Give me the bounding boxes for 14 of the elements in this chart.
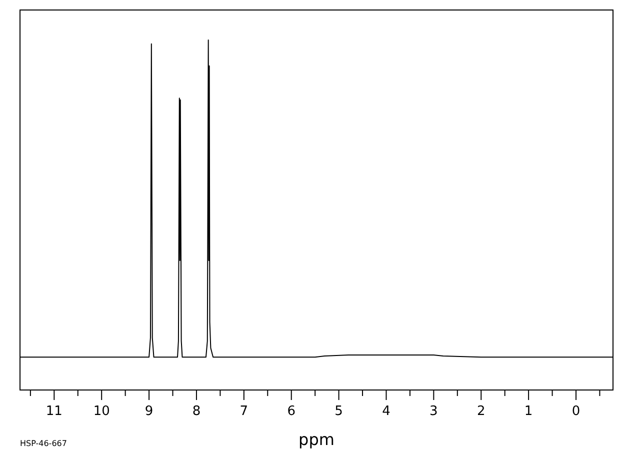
x-tick-label: 11 <box>46 404 62 419</box>
x-tick-label: 3 <box>430 404 438 419</box>
x-tick-label: 8 <box>192 404 201 419</box>
x-tick-label: 2 <box>476 404 486 419</box>
x-tick-label: 6 <box>287 404 296 419</box>
x-tick-label: 9 <box>144 404 154 419</box>
x-tick-label: 1 <box>524 404 533 419</box>
x-tick-label: 10 <box>93 404 110 419</box>
x-tick-label: 4 <box>382 404 390 419</box>
x-axis-title: ppm <box>298 430 334 449</box>
x-tick-label: 0 <box>572 404 580 419</box>
text: HSP-46-667 <box>20 439 67 448</box>
x-tick-label: 5 <box>334 404 343 419</box>
x-tick-label: 7 <box>240 404 248 419</box>
